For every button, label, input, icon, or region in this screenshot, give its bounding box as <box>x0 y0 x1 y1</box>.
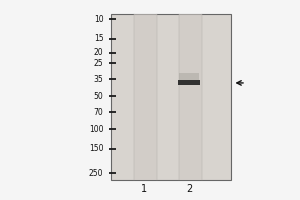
Text: 70: 70 <box>94 108 103 117</box>
Bar <box>179 14 202 180</box>
Text: 15: 15 <box>94 34 104 43</box>
Text: 1: 1 <box>141 184 147 194</box>
Text: 50: 50 <box>94 92 103 101</box>
Bar <box>111 14 231 180</box>
Bar <box>178 80 200 85</box>
Text: 100: 100 <box>89 125 103 134</box>
Text: 250: 250 <box>89 169 103 178</box>
Text: 25: 25 <box>94 59 104 68</box>
Text: 150: 150 <box>89 144 103 153</box>
Text: 2: 2 <box>186 184 192 194</box>
Text: 35: 35 <box>94 75 103 84</box>
Text: 20: 20 <box>94 48 104 57</box>
Bar <box>179 73 199 80</box>
Text: 10: 10 <box>94 15 104 24</box>
Bar <box>134 14 157 180</box>
